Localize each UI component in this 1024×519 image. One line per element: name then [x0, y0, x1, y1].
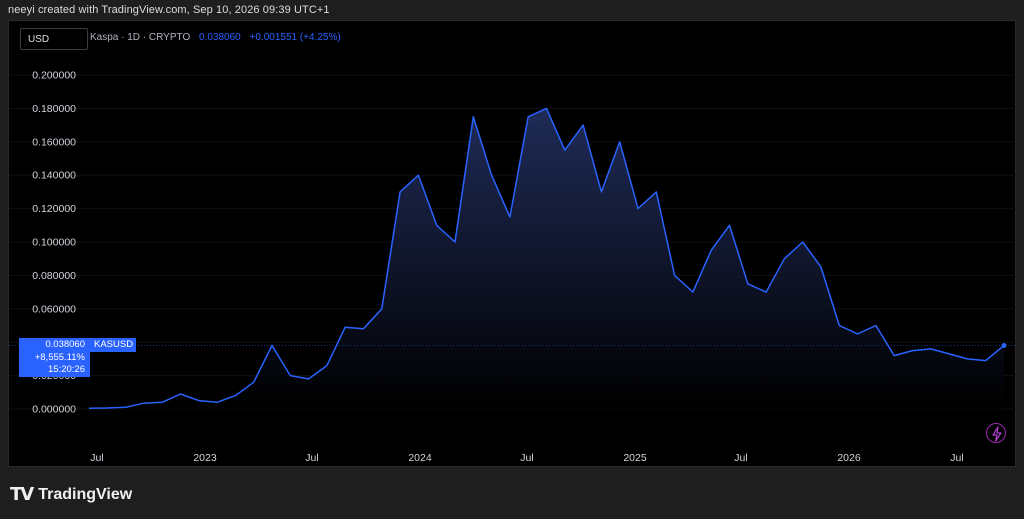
- legend-price: 0.038060: [199, 32, 241, 43]
- brand-name: TradingView: [38, 485, 133, 503]
- lightning-icon: [992, 426, 1002, 442]
- x-tick-label: 2026: [837, 452, 861, 464]
- last-price-tag: 0.038060 +8,555.11% 15:20:26: [19, 338, 90, 377]
- currency-selector[interactable]: USD: [20, 28, 88, 50]
- x-tick-label: Jul: [734, 452, 747, 464]
- symbol-label: Kaspa · 1D · CRYPTO: [90, 32, 191, 43]
- y-tick-label: 0.060000: [32, 303, 76, 315]
- legend-change: +0.001551 (+4.25%): [249, 32, 341, 43]
- attribution-text: neeyi created with TradingView.com, Sep …: [8, 4, 330, 16]
- price-line: [88, 107, 1005, 409]
- tradingview-logo[interactable]: TV TradingView: [10, 484, 132, 505]
- tradingview-logo-icon: TV: [10, 484, 34, 505]
- y-tick-label: 0.080000: [32, 270, 76, 282]
- ticker-tag: KASUSD: [90, 338, 137, 352]
- symbol-legend[interactable]: Kaspa · 1D · CRYPTO 0.038060 +0.001551 (…: [90, 32, 341, 43]
- price-chart[interactable]: 0.0000000.0200000.0400000.0600000.080000…: [9, 21, 1017, 468]
- x-tick-label: Jul: [90, 452, 103, 464]
- last-price-value: 0.038060: [45, 339, 85, 350]
- y-tick-label: 0.100000: [32, 237, 76, 249]
- x-tick-label: 2025: [623, 452, 647, 464]
- y-tick-label: 0.160000: [32, 136, 76, 148]
- y-tick-label: 0.140000: [32, 170, 76, 182]
- y-tick-label: 0.120000: [32, 203, 76, 215]
- price-area: [89, 108, 1004, 410]
- y-tick-label: 0.200000: [32, 70, 76, 82]
- x-tick-label: Jul: [520, 452, 533, 464]
- chart-panel[interactable]: 0.0000000.0200000.0400000.0600000.080000…: [8, 20, 1017, 468]
- y-tick-label: 0.180000: [32, 103, 76, 115]
- x-tick-label: Jul: [950, 452, 963, 464]
- percent-change: +8,555.11%: [34, 351, 85, 363]
- x-tick-label: Jul: [305, 452, 318, 464]
- lightning-button[interactable]: [986, 423, 1006, 443]
- x-tick-label: 2023: [193, 452, 217, 464]
- last-price-dot: [1001, 343, 1007, 349]
- bar-countdown: 15:20:26: [48, 364, 85, 375]
- x-tick-label: 2024: [408, 452, 432, 464]
- y-tick-label: 0.000000: [32, 404, 76, 416]
